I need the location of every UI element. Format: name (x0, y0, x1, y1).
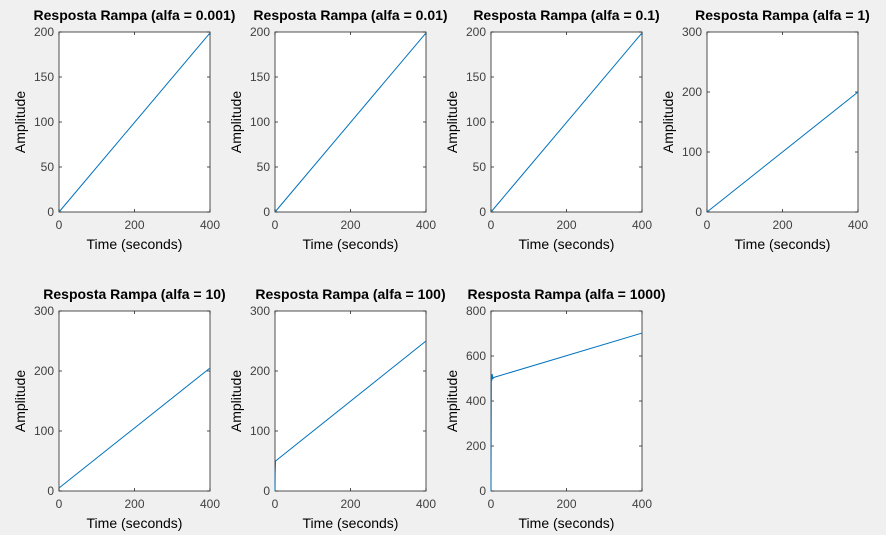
y-tick-label: 200 (250, 364, 270, 378)
x-axis-label: Time (seconds) (519, 236, 615, 252)
y-tick-label: 0 (479, 205, 486, 219)
x-tick-label: 400 (200, 218, 220, 232)
x-tick-label: 0 (488, 218, 495, 232)
y-tick-label: 0 (479, 484, 486, 498)
subplot-1: Resposta Rampa (alfa = 0.001) 0 200 400 0 50 1… (12, 7, 235, 252)
y-tick-label: 100 (466, 115, 486, 129)
y-tick-label: 200 (466, 25, 486, 39)
x-tick-label: 200 (124, 218, 144, 232)
subplot-5: Resposta Rampa (alfa = 10) 0 200 400 0 100 200… (12, 286, 226, 531)
series-line (706, 91, 859, 213)
y-tick-label: 100 (250, 115, 270, 129)
x-tick-label: 200 (124, 497, 144, 511)
series-line (58, 32, 211, 213)
y-tick-label: 200 (34, 364, 54, 378)
x-tick-label: 200 (340, 218, 360, 232)
x-tick-label: 0 (56, 218, 63, 232)
y-tick-label: 400 (466, 394, 486, 408)
y-tick-label: 800 (466, 304, 486, 318)
x-axis-label: Time (seconds) (87, 515, 183, 531)
x-axis-label: Time (seconds) (519, 515, 615, 531)
x-tick-label: 0 (488, 497, 495, 511)
y-tick-label: 150 (34, 70, 54, 84)
y-tick-label: 50 (257, 160, 271, 174)
subplot-6: Resposta Rampa (alfa = 100) 0 200 400 0 100 20… (228, 286, 446, 531)
x-tick-label: 400 (632, 218, 652, 232)
plot-title: Resposta Rampa (alfa = 1000) (467, 286, 665, 302)
plot-area (490, 310, 643, 492)
y-tick-label: 100 (682, 145, 702, 159)
y-tick-label: 100 (250, 424, 270, 438)
plot-title: Resposta Rampa (alfa = 1) (695, 7, 870, 23)
y-tick-label: 150 (466, 70, 486, 84)
y-tick-label: 0 (47, 205, 54, 219)
x-tick-label: 0 (56, 497, 63, 511)
series-line (490, 32, 643, 213)
x-tick-label: 400 (848, 218, 868, 232)
y-tick-label: 600 (466, 349, 486, 363)
subplot-4: Resposta Rampa (alfa = 1) 0 200 400 0 100 200 3… (660, 7, 870, 252)
x-tick-label: 200 (340, 497, 360, 511)
plot-title: Resposta Rampa (alfa = 100) (255, 286, 445, 302)
plot-title: Resposta Rampa (alfa = 0.1) (473, 7, 659, 23)
series-line (58, 367, 211, 489)
plot-title: Resposta Rampa (alfa = 0.01) (253, 7, 447, 23)
series-line (274, 340, 427, 492)
x-tick-label: 400 (200, 497, 220, 511)
x-axis-label: Time (seconds) (87, 236, 183, 252)
y-tick-label: 150 (250, 70, 270, 84)
plot-area (58, 310, 211, 492)
x-tick-label: 400 (416, 497, 436, 511)
y-axis-label: Amplitude (228, 91, 244, 153)
y-tick-label: 100 (34, 424, 54, 438)
y-tick-label: 300 (682, 25, 702, 39)
y-tick-label: 200 (466, 439, 486, 453)
series-line (490, 332, 643, 492)
series-line (274, 32, 427, 213)
y-axis-label: Amplitude (12, 370, 28, 432)
plot-title: Resposta Rampa (alfa = 0.001) (34, 7, 236, 23)
x-tick-label: 400 (632, 497, 652, 511)
y-axis-label: Amplitude (444, 370, 460, 432)
x-tick-label: 400 (416, 218, 436, 232)
y-tick-label: 200 (682, 85, 702, 99)
y-tick-label: 50 (41, 160, 55, 174)
subplot-3: Resposta Rampa (alfa = 0.1) 0 200 400 0 50 100… (444, 7, 660, 252)
subplot-2: Resposta Rampa (alfa = 0.01) 0 200 400 0 50 10… (228, 7, 448, 252)
y-tick-label: 0 (47, 484, 54, 498)
y-tick-label: 0 (695, 205, 702, 219)
x-axis-label: Time (seconds) (303, 515, 399, 531)
x-tick-label: 0 (704, 218, 711, 232)
y-axis-label: Amplitude (228, 370, 244, 432)
y-axis-label: Amplitude (12, 91, 28, 153)
plot-title: Resposta Rampa (alfa = 10) (43, 286, 225, 302)
subplot-7: Resposta Rampa (alfa = 1000) 0 200 400 0 200 4… (444, 286, 666, 531)
y-tick-label: 100 (34, 115, 54, 129)
x-tick-label: 200 (772, 218, 792, 232)
y-tick-label: 50 (473, 160, 487, 174)
y-tick-label: 0 (263, 484, 270, 498)
plot-area (706, 31, 859, 213)
x-tick-label: 200 (556, 218, 576, 232)
x-tick-label: 0 (272, 218, 279, 232)
y-axis-label: Amplitude (660, 91, 676, 153)
y-tick-label: 200 (250, 25, 270, 39)
y-tick-label: 300 (34, 304, 54, 318)
y-tick-label: 300 (250, 304, 270, 318)
y-axis-label: Amplitude (444, 91, 460, 153)
x-tick-label: 200 (556, 497, 576, 511)
y-tick-label: 0 (263, 205, 270, 219)
x-axis-label: Time (seconds) (303, 236, 399, 252)
x-axis-label: Time (seconds) (735, 236, 831, 252)
x-tick-label: 0 (272, 497, 279, 511)
y-tick-label: 200 (34, 25, 54, 39)
